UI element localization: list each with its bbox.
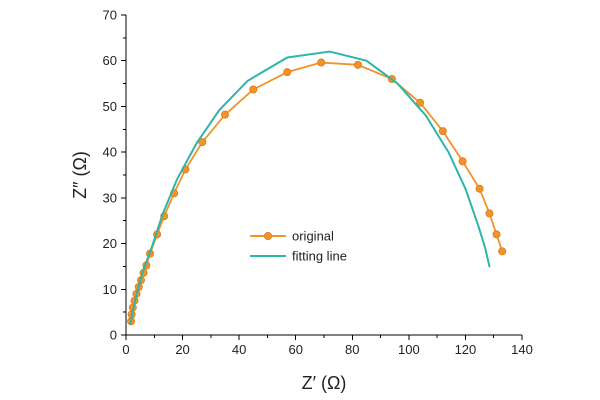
y-tick-label: 60 [103,53,117,68]
data-point-original [492,230,501,239]
series-line-fitting-line [129,50,491,325]
y-tick-label: 40 [103,145,117,160]
x-tick-label: 100 [398,342,420,357]
data-point-original [438,127,447,136]
x-tick-label: 40 [232,342,246,357]
y-axis-label: Z″ (Ω) [70,151,90,199]
y-tick-label: 70 [103,8,117,23]
data-point-original [353,60,362,69]
x-axis-label: Z′ (Ω) [302,373,347,393]
series-layer [127,50,507,326]
data-point-original [249,85,258,94]
x-tick-label: 20 [175,342,189,357]
y-tick-label: 50 [103,99,117,114]
data-point-original [416,98,425,107]
legend-label-original: original [292,229,334,244]
data-point-original [475,184,484,193]
data-point-original [220,110,229,119]
y-tick-label: 10 [103,282,117,297]
x-tick-label: 0 [122,342,129,357]
data-point-original [198,138,207,147]
legend-label-fitting-line: fitting line [292,249,347,264]
y-tick-label: 30 [103,190,117,205]
x-tick-label: 140 [511,342,533,357]
x-tick-label: 80 [345,342,359,357]
x-tick-label: 60 [288,342,302,357]
data-point-original [498,247,507,256]
data-point-original [485,209,494,218]
legend: original fitting line [250,229,347,264]
axes-layer: 0 20 40 60 80 100 120 140 0 10 20 30 40 50 60 70 [103,8,533,358]
series-line-original [130,61,504,323]
x-tick-label: 120 [455,342,477,357]
y-tick-label: 20 [103,236,117,251]
data-point-original [317,58,326,67]
data-point-original [283,68,292,77]
y-tick-label: 0 [110,328,117,343]
data-point-original [458,157,467,166]
legend-marker-original [263,231,272,240]
